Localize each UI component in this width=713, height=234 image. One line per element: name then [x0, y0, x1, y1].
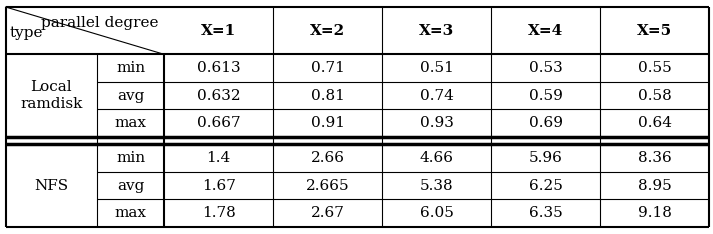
Text: 8.36: 8.36: [638, 151, 672, 165]
Text: 2.66: 2.66: [311, 151, 344, 165]
Text: type: type: [10, 26, 43, 40]
Text: 5.96: 5.96: [529, 151, 563, 165]
Text: 0.55: 0.55: [638, 61, 672, 75]
Text: 0.71: 0.71: [311, 61, 344, 75]
Text: min: min: [116, 151, 145, 165]
Text: 6.35: 6.35: [529, 206, 563, 220]
Text: 2.665: 2.665: [306, 179, 349, 193]
Text: 0.59: 0.59: [529, 88, 563, 102]
Text: 0.81: 0.81: [311, 88, 344, 102]
Text: 4.66: 4.66: [420, 151, 453, 165]
Text: 0.69: 0.69: [529, 116, 563, 130]
Text: avg: avg: [117, 88, 144, 102]
Text: max: max: [115, 116, 147, 130]
Text: 0.64: 0.64: [638, 116, 672, 130]
Text: 8.95: 8.95: [638, 179, 672, 193]
Text: X=3: X=3: [419, 24, 454, 38]
Text: 0.613: 0.613: [197, 61, 240, 75]
Text: 0.632: 0.632: [197, 88, 240, 102]
Text: 5.38: 5.38: [420, 179, 453, 193]
Text: max: max: [115, 206, 147, 220]
Text: 0.58: 0.58: [638, 88, 672, 102]
Text: 1.67: 1.67: [202, 179, 235, 193]
Text: 0.51: 0.51: [420, 61, 453, 75]
Text: X=1: X=1: [201, 24, 236, 38]
Text: 9.18: 9.18: [638, 206, 672, 220]
Text: 0.93: 0.93: [420, 116, 453, 130]
Text: 0.667: 0.667: [197, 116, 240, 130]
Text: parallel degree: parallel degree: [41, 16, 158, 30]
Text: 6.25: 6.25: [529, 179, 563, 193]
Text: NFS: NFS: [34, 179, 68, 193]
Text: 2.67: 2.67: [311, 206, 344, 220]
Text: Local
ramdisk: Local ramdisk: [20, 80, 83, 111]
Text: X=4: X=4: [528, 24, 563, 38]
Text: 0.53: 0.53: [529, 61, 563, 75]
Text: 1.78: 1.78: [202, 206, 235, 220]
Text: X=5: X=5: [637, 24, 672, 38]
Text: 0.74: 0.74: [420, 88, 453, 102]
Text: 0.91: 0.91: [311, 116, 344, 130]
Text: 1.4: 1.4: [207, 151, 231, 165]
Text: 6.05: 6.05: [420, 206, 453, 220]
Text: min: min: [116, 61, 145, 75]
Text: avg: avg: [117, 179, 144, 193]
Text: X=2: X=2: [310, 24, 345, 38]
